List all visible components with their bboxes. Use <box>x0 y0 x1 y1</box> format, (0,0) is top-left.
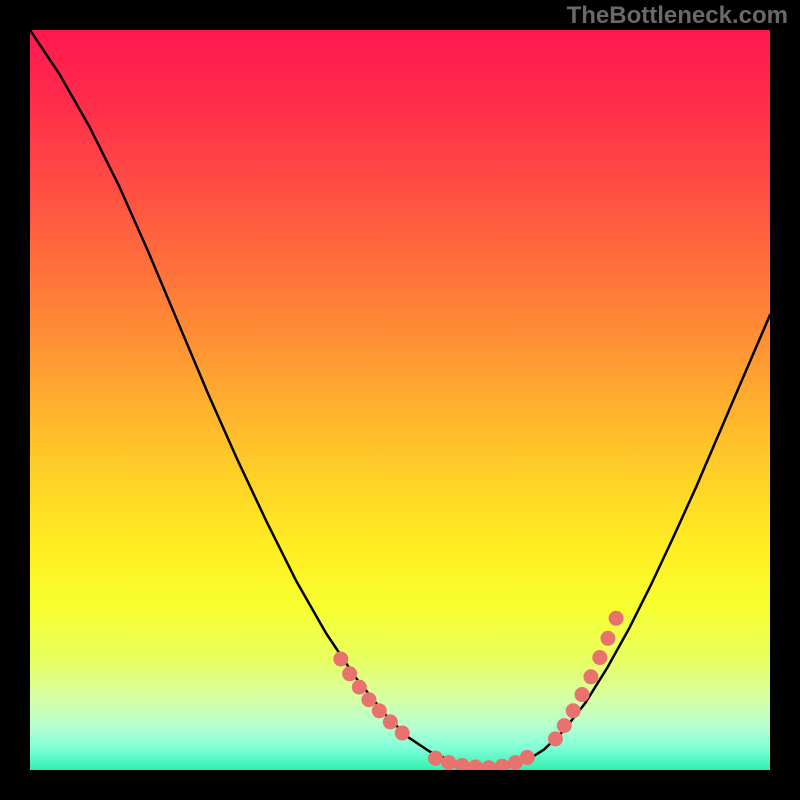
data-marker <box>609 611 624 626</box>
data-markers-group <box>333 611 623 770</box>
bottleneck-curve <box>30 30 770 769</box>
data-marker <box>583 669 598 684</box>
data-marker <box>342 666 357 681</box>
plot-area <box>30 30 770 770</box>
data-marker <box>372 703 387 718</box>
data-marker <box>592 650 607 665</box>
watermark-text: TheBottleneck.com <box>567 2 788 30</box>
data-marker <box>495 759 510 770</box>
data-marker <box>481 760 496 770</box>
chart-frame: TheBottleneck.com <box>0 0 800 800</box>
data-marker <box>428 751 443 766</box>
data-marker <box>361 692 376 707</box>
data-marker <box>566 703 581 718</box>
data-marker <box>395 726 410 741</box>
data-marker <box>575 687 590 702</box>
data-marker <box>333 652 348 667</box>
data-marker <box>383 714 398 729</box>
data-marker <box>557 718 572 733</box>
data-marker <box>441 755 456 770</box>
data-marker <box>548 731 563 746</box>
data-marker <box>455 758 470 770</box>
data-marker <box>520 750 535 765</box>
data-marker <box>600 631 615 646</box>
data-marker <box>468 760 483 770</box>
curve-layer <box>30 30 770 770</box>
data-marker <box>352 680 367 695</box>
